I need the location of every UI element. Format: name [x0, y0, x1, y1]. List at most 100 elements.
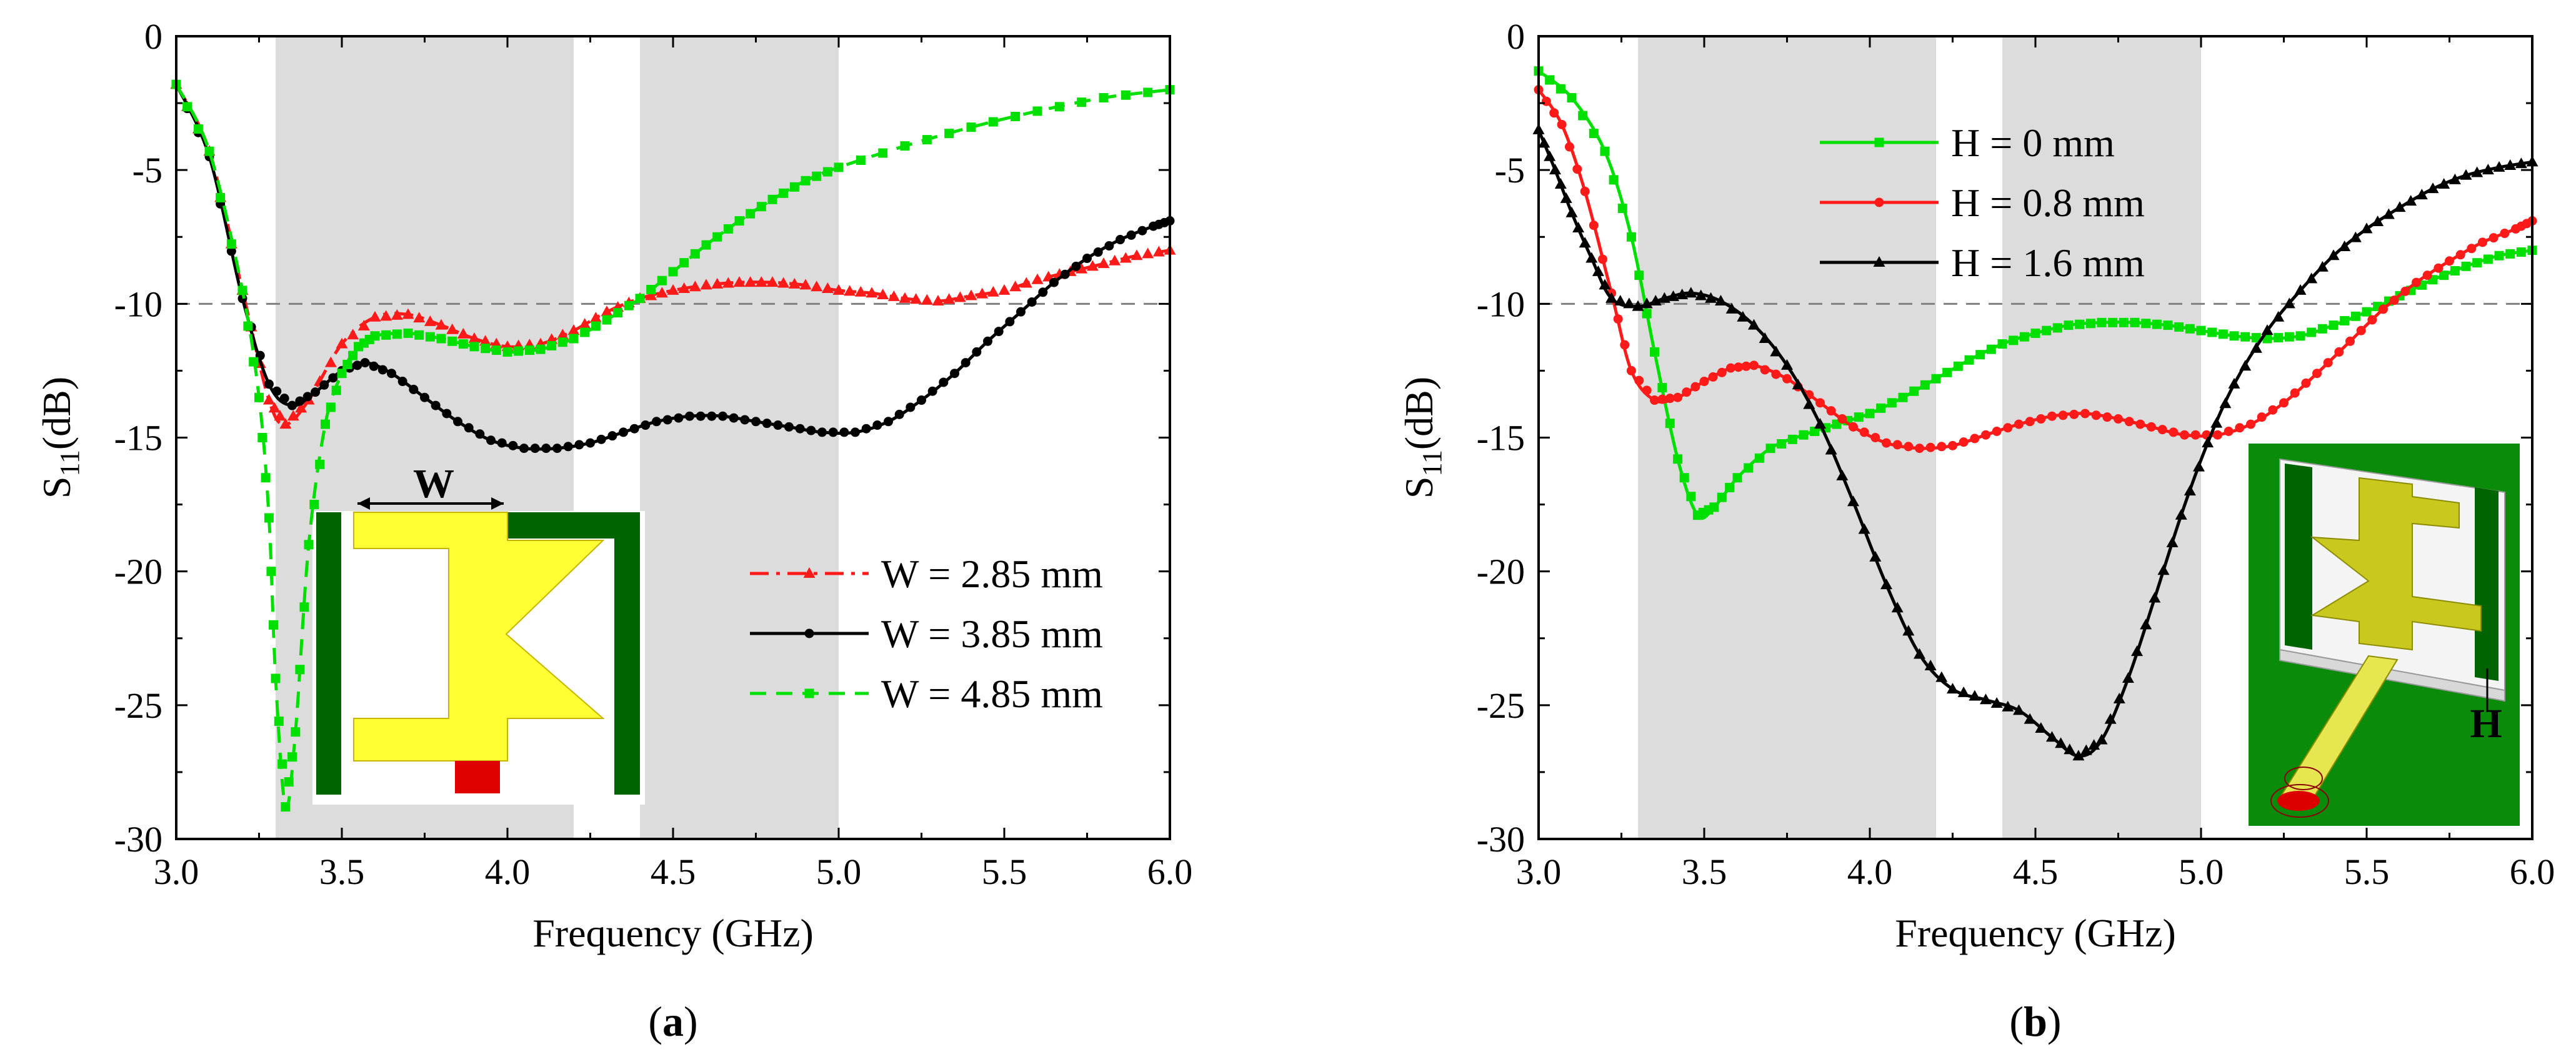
- inset-arrow-right: [491, 497, 504, 510]
- series-2-point: [311, 387, 321, 397]
- series-3-point: [2327, 249, 2340, 261]
- series-3-point: [822, 167, 832, 177]
- series-2-point: [2036, 414, 2046, 424]
- x-tick-label: 5.5: [982, 851, 1027, 892]
- series-markers-1: [1534, 66, 2537, 520]
- series-1-point: [1810, 427, 1820, 437]
- series-3-point: [1715, 295, 1727, 306]
- panel-label-close: ): [684, 998, 698, 1045]
- series-1-point: [2317, 324, 2327, 334]
- series-3-point: [1579, 237, 1591, 248]
- series-3-point: [1585, 252, 1598, 263]
- series-3-point: [268, 620, 278, 630]
- series-2-point: [1915, 444, 1924, 454]
- series-2-point: [2124, 417, 2134, 427]
- series-2-point: [1126, 230, 1136, 240]
- legend-label-1: W = 2.85 mm: [881, 552, 1103, 596]
- series-3-point: [1592, 265, 1604, 276]
- series-2-point: [1771, 369, 1781, 379]
- series-1-point: [268, 402, 281, 413]
- series-2-point: [961, 358, 971, 368]
- series-2-point: [2147, 422, 2156, 432]
- series-3-point: [2095, 733, 2108, 745]
- series-1-point: [457, 327, 469, 339]
- series-1-point: [1131, 249, 1143, 261]
- series-1-point: [424, 315, 436, 326]
- series-1-point: [2274, 333, 2284, 343]
- series-2-point: [1116, 235, 1125, 245]
- series-3-point: [746, 209, 756, 219]
- series-1-point: [1876, 403, 1886, 413]
- inset-ground-strip-right: [2475, 487, 2499, 681]
- series-2-point: [1673, 392, 1683, 402]
- series-3-point: [2372, 215, 2384, 226]
- series-1-point: [1717, 492, 1727, 502]
- series-3-point: [2002, 700, 2014, 712]
- series-2-point: [1597, 254, 1607, 264]
- series-3-point: [2046, 731, 2058, 742]
- series-2-point: [563, 442, 573, 452]
- series-2-point: [1837, 414, 1847, 424]
- legend-marker-3: [804, 688, 814, 698]
- series-3-point: [326, 402, 336, 412]
- series-3-point: [2210, 417, 2223, 428]
- series-2-point: [2102, 412, 2112, 422]
- series-1-point: [2052, 323, 2062, 333]
- series-2-point: [1137, 226, 1147, 236]
- series-2-point: [861, 424, 871, 434]
- series-2-point: [2025, 417, 2035, 427]
- panel-label: (b): [2009, 998, 2061, 1045]
- series-3-point: [812, 171, 822, 181]
- series-1-point: [2439, 270, 2449, 280]
- series-1-point: [274, 410, 286, 421]
- series-1-point: [2229, 331, 2239, 341]
- series-3-point: [679, 258, 689, 268]
- series-3-point: [944, 129, 954, 139]
- series-3-point: [315, 459, 325, 469]
- series-3-point: [834, 162, 844, 172]
- series-1-point: [1725, 482, 1735, 492]
- series-3-point: [2104, 713, 2117, 724]
- series-2-point: [2434, 263, 2444, 273]
- series-3-point: [295, 665, 305, 675]
- y-axis-label-unit: (dB): [34, 377, 79, 450]
- series-1-point: [435, 319, 447, 330]
- series-3-point: [1914, 648, 1925, 659]
- series-3-point: [1814, 418, 1826, 429]
- series-3-point: [337, 369, 347, 379]
- series-2-point: [2379, 304, 2388, 314]
- series-3-point: [1847, 495, 1859, 507]
- series-1-point: [2350, 311, 2360, 321]
- series-1-point: [1650, 347, 1659, 357]
- series-3-point: [514, 346, 524, 356]
- series-3-point: [331, 385, 341, 395]
- series-3-point: [690, 249, 700, 259]
- series-3-point: [657, 275, 667, 285]
- series-1-point: [402, 308, 414, 319]
- series-1-point: [932, 295, 944, 306]
- series-3-point: [2239, 360, 2252, 371]
- series-2-point: [927, 386, 937, 396]
- series-1-point: [877, 289, 889, 300]
- inset-h-label: H: [2470, 701, 2502, 747]
- series-2-point: [1642, 385, 1652, 395]
- series-1-point: [1020, 277, 1032, 288]
- series-3-point: [1858, 523, 1870, 534]
- series-3-point: [2024, 713, 2036, 724]
- y-axis-label: S11(dB): [1397, 377, 1447, 499]
- series-3-point: [1054, 102, 1064, 112]
- series-1-point: [2163, 320, 2173, 330]
- series-2-point: [352, 360, 362, 370]
- series-3-point: [264, 513, 274, 523]
- series-1-point: [1578, 111, 1588, 121]
- series-3-point: [2261, 324, 2274, 335]
- series-1-point: [954, 291, 966, 302]
- series-1-point: [262, 394, 275, 405]
- series-3-point: [447, 336, 457, 346]
- series-2-point: [1557, 119, 1567, 129]
- series-1-point: [1567, 93, 1577, 103]
- series-3-point: [2504, 159, 2517, 171]
- series-3-point: [2035, 722, 2047, 733]
- series-3-point: [1640, 297, 1653, 309]
- series-2-point: [464, 423, 474, 433]
